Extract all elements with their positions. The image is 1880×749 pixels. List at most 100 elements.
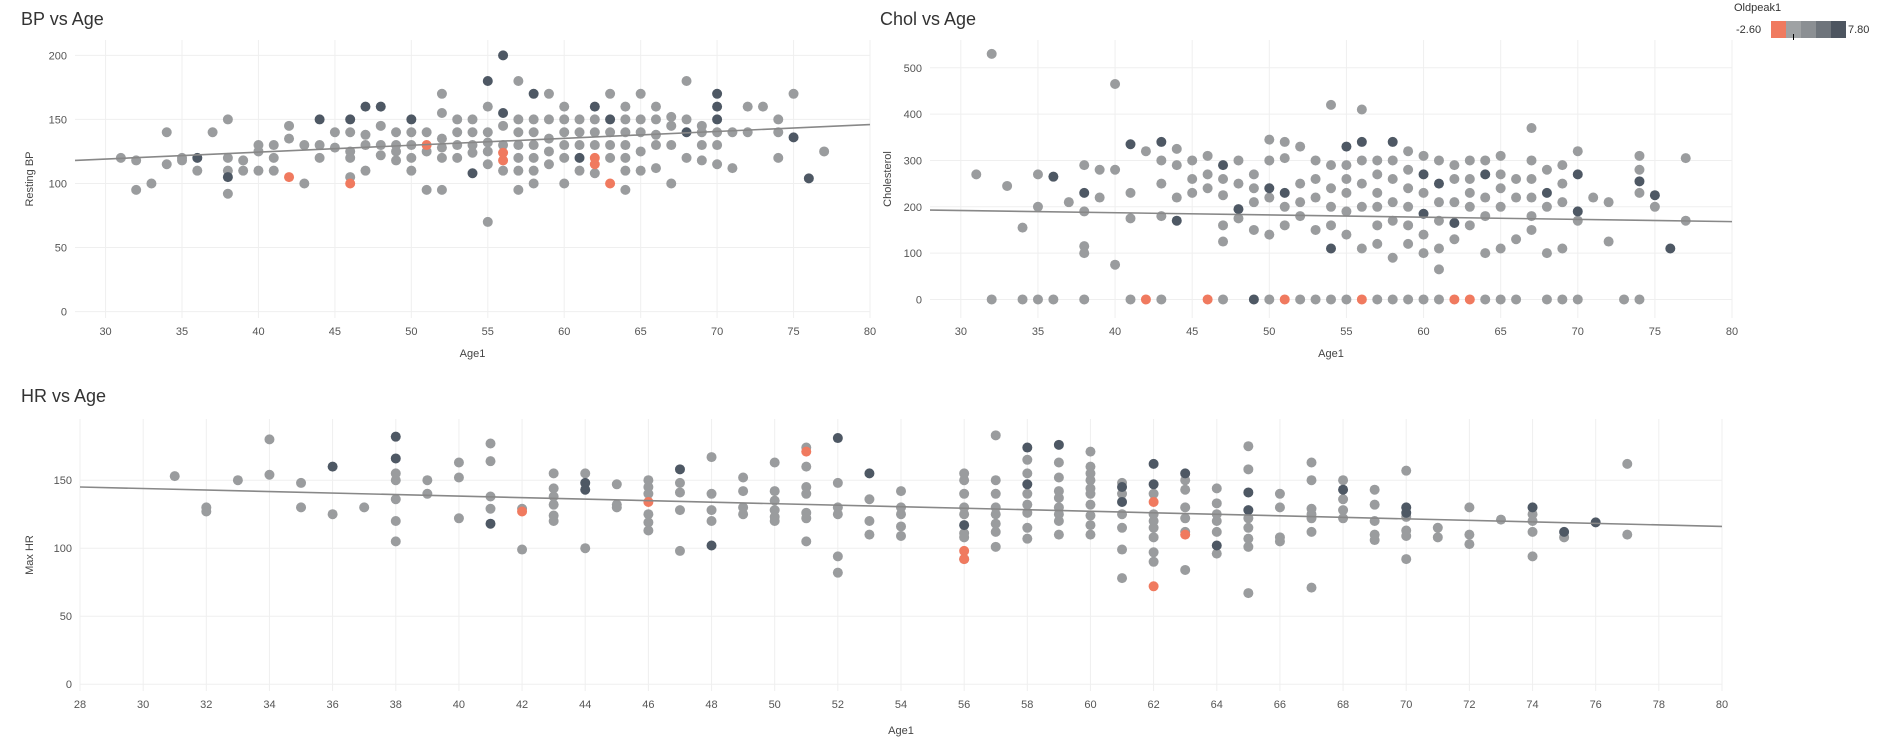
data-point[interactable] [650,114,661,125]
data-point[interactable] [548,468,559,479]
data-point[interactable] [1274,536,1285,547]
data-point[interactable] [1264,134,1275,145]
data-point[interactable] [513,184,524,195]
data-point[interactable] [580,468,591,479]
data-point[interactable] [1156,136,1167,147]
data-point[interactable] [1480,155,1491,166]
data-point[interactable] [1369,535,1380,546]
data-point[interactable] [1622,458,1633,469]
data-point[interactable] [1634,187,1645,198]
data-point[interactable] [801,461,812,472]
data-point[interactable] [1418,150,1429,161]
data-point[interactable] [1180,502,1191,513]
data-point[interactable] [738,472,749,483]
data-point[interactable] [986,48,997,59]
data-point[interactable] [201,506,212,517]
data-point[interactable] [1526,123,1537,134]
data-point[interactable] [1310,224,1321,235]
data-point[interactable] [1085,520,1096,531]
data-point[interactable] [1117,544,1128,555]
data-point[interactable] [1243,487,1254,498]
data-point[interactable] [620,184,631,195]
data-point[interactable] [453,472,464,483]
data-point[interactable] [674,545,685,556]
data-point[interactable] [1387,174,1398,184]
data-point[interactable] [543,146,554,157]
data-point[interactable] [896,509,906,520]
data-point[interactable] [674,505,685,516]
data-point[interactable] [696,155,707,166]
data-point[interactable] [1017,294,1028,305]
data-point[interactable] [482,75,493,86]
data-point[interactable] [1063,197,1074,208]
data-point[interactable] [498,50,509,61]
data-point[interactable] [192,165,203,176]
data-point[interactable] [620,152,631,163]
data-point[interactable] [1022,533,1033,544]
data-point[interactable] [1372,238,1383,249]
data-point[interactable] [559,178,570,189]
data-point[interactable] [1511,234,1522,245]
data-point[interactable] [421,127,432,138]
data-point[interactable] [1338,494,1349,505]
data-point[interactable] [559,101,570,112]
data-point[interactable] [1187,155,1198,166]
data-point[interactable] [360,101,371,112]
data-point[interactable] [161,159,172,170]
data-point[interactable] [559,114,570,125]
data-point[interactable] [1464,201,1475,212]
data-point[interactable] [268,140,279,151]
data-point[interactable] [1495,201,1506,212]
data-point[interactable] [1125,213,1136,224]
data-point[interactable] [1110,79,1121,90]
data-point[interactable] [1180,513,1191,524]
data-point[interactable] [264,434,275,445]
data-point[interactable] [1341,187,1352,198]
data-point[interactable] [706,505,717,516]
data-point[interactable] [1464,155,1475,166]
data-point[interactable] [696,140,707,151]
data-point[interactable] [1527,526,1538,537]
data-point[interactable] [635,146,646,157]
data-point[interactable] [666,178,677,189]
data-point[interactable] [1022,522,1033,533]
data-point[interactable] [1079,294,1090,305]
data-point[interactable] [1341,229,1352,240]
data-point[interactable] [559,152,570,163]
data-point[interactable] [788,88,799,99]
data-point[interactable] [1526,224,1537,235]
data-point[interactable] [1449,197,1460,208]
data-point[interactable] [1480,211,1491,222]
data-point[interactable] [990,475,1001,486]
data-point[interactable] [1310,192,1321,203]
data-point[interactable] [268,165,279,176]
data-point[interactable] [589,159,600,170]
data-point[interactable] [131,184,142,195]
data-point[interactable] [1274,502,1285,513]
data-point[interactable] [482,159,493,170]
data-point[interactable] [1264,294,1275,305]
data-point[interactable] [1449,218,1460,229]
data-point[interactable] [971,169,982,180]
data-point[interactable] [1356,294,1367,305]
data-point[interactable] [1527,551,1538,562]
data-point[interactable] [1403,146,1414,157]
data-point[interactable] [299,140,310,151]
data-point[interactable] [757,101,768,112]
data-point[interactable] [1306,457,1317,468]
data-point[interactable] [574,165,585,176]
data-point[interactable] [1140,294,1151,305]
data-point[interactable] [222,172,233,183]
data-point[interactable] [574,127,585,138]
data-point[interactable] [1243,441,1254,452]
data-point[interactable] [422,475,433,486]
data-point[interactable] [485,518,496,529]
data-point[interactable] [1356,243,1367,254]
data-point[interactable] [706,452,717,463]
data-point[interactable] [1125,139,1136,150]
data-point[interactable] [528,127,539,138]
data-point[interactable] [959,532,970,543]
data-point[interactable] [1495,169,1506,180]
data-point[interactable] [1053,472,1064,483]
data-point[interactable] [1464,502,1475,513]
